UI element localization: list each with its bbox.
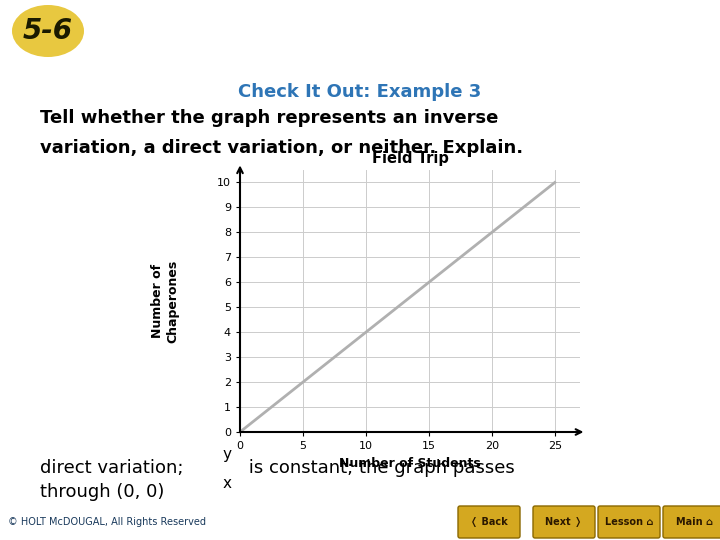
Text: 5-6: 5-6 (23, 17, 73, 45)
Text: y: y (222, 447, 231, 462)
Text: x: x (222, 476, 231, 491)
Text: © HOLT McDOUGAL, All Rights Reserved: © HOLT McDOUGAL, All Rights Reserved (8, 517, 206, 527)
Ellipse shape (12, 5, 84, 57)
Text: is constant; the graph passes: is constant; the graph passes (243, 459, 514, 477)
FancyBboxPatch shape (533, 506, 595, 538)
Text: Tell whether the graph represents an inverse: Tell whether the graph represents an inv… (40, 109, 498, 127)
X-axis label: Number of Students: Number of Students (339, 457, 481, 470)
FancyBboxPatch shape (598, 506, 660, 538)
Text: direct variation;: direct variation; (40, 459, 189, 477)
Text: Next ❭: Next ❭ (546, 517, 582, 527)
Title: Field Trip: Field Trip (372, 151, 449, 166)
Text: Main ⌂: Main ⌂ (675, 517, 713, 527)
Text: through (0, 0): through (0, 0) (40, 483, 164, 501)
Text: variation, a direct variation, or neither. Explain.: variation, a direct variation, or neithe… (40, 139, 523, 157)
FancyBboxPatch shape (663, 506, 720, 538)
Text: ❬ Back: ❬ Back (470, 517, 508, 527)
Text: Number of
Chaperones: Number of Chaperones (151, 259, 179, 342)
Text: Inverse Variation: Inverse Variation (100, 17, 394, 45)
Text: Lesson ⌂: Lesson ⌂ (605, 517, 653, 527)
FancyBboxPatch shape (458, 506, 520, 538)
Text: Check It Out: Example 3: Check It Out: Example 3 (238, 83, 482, 101)
